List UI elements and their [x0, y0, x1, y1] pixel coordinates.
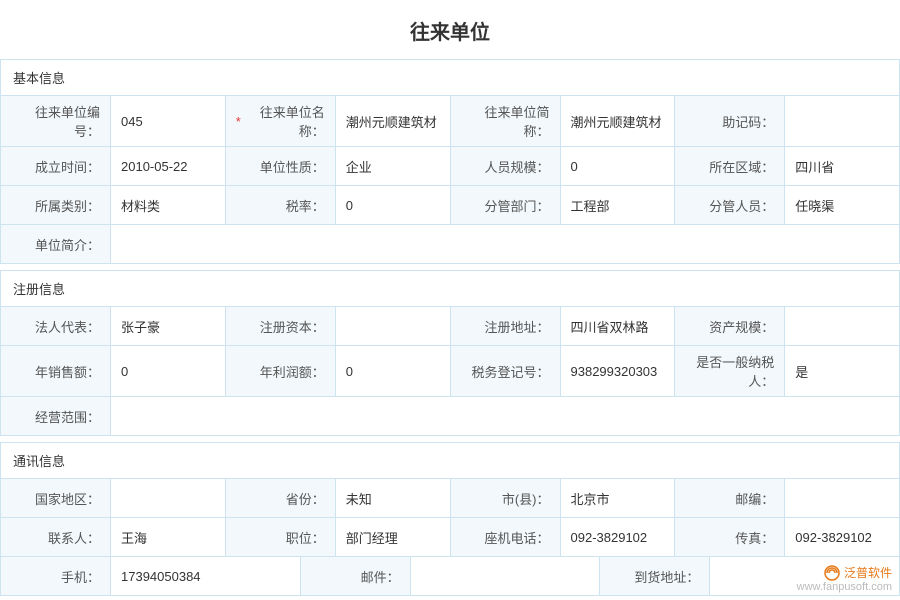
- reg-capital-value: [336, 307, 451, 345]
- category-label: 所属类别：: [1, 186, 111, 224]
- dept-label: 分管部门：: [451, 186, 561, 224]
- page-title: 往来单位: [0, 0, 900, 59]
- city-label: 市(县)：: [451, 479, 561, 517]
- reg-addr-label: 注册地址：: [451, 307, 561, 345]
- email-value: [411, 557, 601, 595]
- watermark: 泛普软件 www.fanpusoft.com: [797, 565, 892, 594]
- fax-value: 092-3829102: [785, 518, 899, 556]
- category-value: 材料类: [111, 186, 226, 224]
- register-row-2: 年销售额： 0 年利润额： 0 税务登记号： 938299320303 是否一般…: [1, 345, 899, 396]
- legal-value: 张子豪: [111, 307, 226, 345]
- found-date-value: 2010-05-22: [111, 147, 226, 185]
- profile-label: 单位简介：: [1, 225, 111, 263]
- unit-name-label: *往来单位名称：: [226, 96, 336, 146]
- profile-value: [111, 225, 899, 263]
- basic-row-4: 单位简介：: [1, 224, 899, 263]
- province-label: 省份：: [226, 479, 336, 517]
- asset-scale-value: [785, 307, 899, 345]
- mobile-value: 17394050384: [111, 557, 301, 595]
- unit-code-label: 往来单位编号：: [1, 96, 111, 146]
- contact-row-1: 国家地区： 省份： 未知 市(县)： 北京市 邮编：: [1, 479, 899, 517]
- contact-info-header: 通讯信息: [1, 443, 899, 479]
- tax-rate-label: 税率：: [226, 186, 336, 224]
- basic-info-section: 基本信息 往来单位编号： 045 *往来单位名称： 潮州元顺建筑材 往来单位简称…: [0, 59, 900, 264]
- mnemonic-label: 助记码：: [675, 96, 785, 146]
- contact-row-3: 手机： 17394050384 邮件： 到货地址：: [1, 556, 899, 595]
- register-info-header: 注册信息: [1, 271, 899, 307]
- tax-no-value: 938299320303: [561, 346, 676, 396]
- scope-value: [111, 397, 899, 435]
- ship-addr-label: 到货地址：: [600, 557, 710, 595]
- zip-label: 邮编：: [675, 479, 785, 517]
- staff-scale-value: 0: [561, 147, 676, 185]
- asset-scale-label: 资产规模：: [675, 307, 785, 345]
- tax-rate-value: 0: [336, 186, 451, 224]
- unit-nature-label: 单位性质：: [226, 147, 336, 185]
- legal-label: 法人代表：: [1, 307, 111, 345]
- unit-code-value: 045: [111, 96, 226, 146]
- mnemonic-value: [785, 96, 899, 146]
- unit-nature-value: 企业: [336, 147, 451, 185]
- mobile-label: 手机：: [1, 557, 111, 595]
- contact-person-value: 王海: [111, 518, 226, 556]
- basic-info-header: 基本信息: [1, 60, 899, 96]
- position-value: 部门经理: [336, 518, 451, 556]
- register-info-section: 注册信息 法人代表： 张子豪 注册资本： 注册地址： 四川省双林路 资产规模： …: [0, 270, 900, 436]
- general-tax-label: 是否一般纳税人：: [675, 346, 785, 396]
- annual-sales-value: 0: [111, 346, 226, 396]
- email-label: 邮件：: [301, 557, 411, 595]
- position-label: 职位：: [226, 518, 336, 556]
- unit-name-label-text: 往来单位名称：: [243, 102, 325, 140]
- contact-person-label: 联系人：: [1, 518, 111, 556]
- unit-short-value: 潮州元顺建筑材: [561, 96, 676, 146]
- country-label: 国家地区：: [1, 479, 111, 517]
- unit-short-label: 往来单位简称：: [451, 96, 561, 146]
- basic-row-3: 所属类别： 材料类 税率： 0 分管部门： 工程部 分管人员： 任晓渠: [1, 185, 899, 224]
- register-row-1: 法人代表： 张子豪 注册资本： 注册地址： 四川省双林路 资产规模：: [1, 307, 899, 345]
- reg-addr-value: 四川省双林路: [561, 307, 676, 345]
- unit-name-value: 潮州元顺建筑材: [336, 96, 451, 146]
- city-value: 北京市: [561, 479, 676, 517]
- register-row-3: 经营范围：: [1, 396, 899, 435]
- scope-label: 经营范围：: [1, 397, 111, 435]
- brand-icon: [824, 565, 840, 581]
- required-star: *: [236, 114, 241, 129]
- fax-label: 传真：: [675, 518, 785, 556]
- general-tax-value: 是: [785, 346, 899, 396]
- contact-info-section: 通讯信息 国家地区： 省份： 未知 市(县)： 北京市 邮编： 联系人： 王海 …: [0, 442, 900, 596]
- manager-value: 任晓渠: [785, 186, 899, 224]
- tel-label: 座机电话：: [451, 518, 561, 556]
- country-value: [111, 479, 226, 517]
- region-value: 四川省: [785, 147, 899, 185]
- tax-no-label: 税务登记号：: [451, 346, 561, 396]
- province-value: 未知: [336, 479, 451, 517]
- basic-row-1: 往来单位编号： 045 *往来单位名称： 潮州元顺建筑材 往来单位简称： 潮州元…: [1, 96, 899, 146]
- annual-sales-label: 年销售额：: [1, 346, 111, 396]
- annual-profit-value: 0: [336, 346, 451, 396]
- staff-scale-label: 人员规模：: [451, 147, 561, 185]
- tel-value: 092-3829102: [561, 518, 676, 556]
- brand-name: 泛普软件: [844, 566, 892, 580]
- zip-value: [785, 479, 899, 517]
- reg-capital-label: 注册资本：: [226, 307, 336, 345]
- found-date-label: 成立时间：: [1, 147, 111, 185]
- annual-profit-label: 年利润额：: [226, 346, 336, 396]
- manager-label: 分管人员：: [675, 186, 785, 224]
- basic-row-2: 成立时间： 2010-05-22 单位性质： 企业 人员规模： 0 所在区域： …: [1, 146, 899, 185]
- dept-value: 工程部: [561, 186, 676, 224]
- contact-row-2: 联系人： 王海 职位： 部门经理 座机电话： 092-3829102 传真： 0…: [1, 517, 899, 556]
- region-label: 所在区域：: [675, 147, 785, 185]
- brand-url: www.fanpusoft.com: [797, 581, 892, 594]
